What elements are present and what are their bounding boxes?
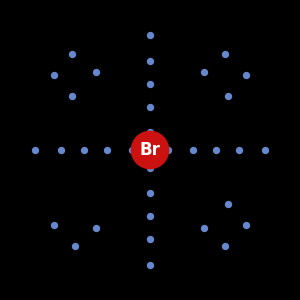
Circle shape [131, 131, 169, 169]
Point [148, 58, 152, 63]
Point [244, 223, 248, 227]
Point [148, 166, 152, 170]
Point [70, 52, 74, 56]
Point [202, 70, 206, 74]
Point [52, 73, 56, 77]
Text: Br: Br [140, 141, 160, 159]
Point [214, 148, 218, 152]
Point [148, 130, 152, 134]
Point [82, 148, 86, 152]
Point [190, 148, 195, 152]
Point [94, 70, 98, 74]
Point [148, 33, 152, 38]
Point [262, 148, 267, 152]
Point [94, 226, 98, 230]
Point [226, 202, 230, 206]
Point [237, 148, 242, 152]
Point [148, 262, 152, 267]
Point [223, 244, 227, 248]
Point [223, 52, 227, 56]
Point [148, 214, 152, 218]
Point [226, 94, 230, 98]
Point [130, 148, 134, 152]
Point [148, 82, 152, 86]
Point [202, 226, 206, 230]
Point [70, 94, 74, 98]
Point [148, 105, 152, 110]
Point [148, 190, 152, 195]
Point [166, 148, 170, 152]
Point [105, 148, 110, 152]
Point [148, 237, 152, 242]
Point [52, 223, 56, 227]
Point [33, 148, 38, 152]
Point [58, 148, 63, 152]
Point [73, 244, 77, 248]
Point [244, 73, 248, 77]
